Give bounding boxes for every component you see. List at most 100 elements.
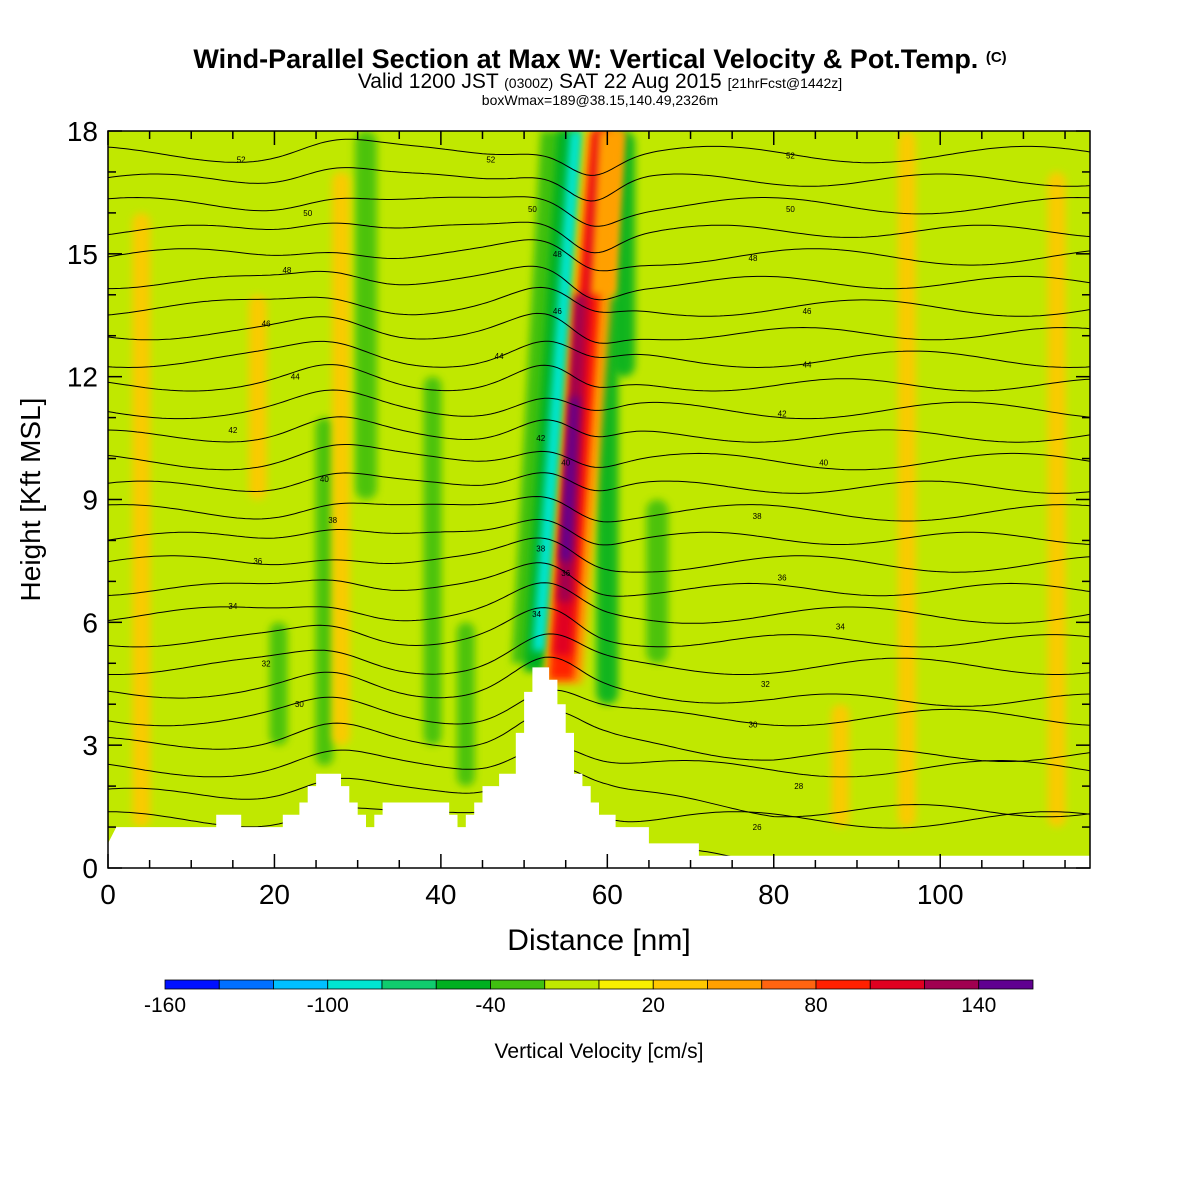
- colorbar-swatch-15: [978, 979, 1034, 990]
- colorbar-swatch-5: [435, 979, 491, 990]
- contour-label-2: 52: [786, 152, 795, 161]
- contour-label-7: 48: [553, 250, 562, 259]
- colorbar-tick-label: 140: [961, 994, 996, 1017]
- colorbar-swatch-11: [761, 979, 817, 990]
- x-tick-label: 60: [592, 879, 623, 910]
- contour-label-18: 40: [320, 475, 329, 484]
- colorbar-label: Vertical Velocity [cm/s]: [495, 1040, 704, 1063]
- colorbar-swatch-1: [218, 979, 274, 990]
- colorbar-swatch-12: [815, 979, 871, 990]
- valid-time-line: Valid 1200 JST (0300Z) SAT 22 Aug 2015 […: [357, 70, 843, 93]
- x-axis-label: Distance [nm]: [507, 924, 690, 957]
- theta-contour-32: [108, 656, 1090, 707]
- contour-label-8: 48: [749, 254, 758, 263]
- contour-label-12: 44: [291, 373, 300, 382]
- contour-label-23: 38: [753, 512, 762, 521]
- theta-contour-40-half: [108, 444, 1090, 471]
- velocity-streak-4: [456, 622, 475, 787]
- contour-label-15: 42: [228, 426, 237, 435]
- colorbar-tick-label: -160: [144, 994, 186, 1017]
- theta-contour-30-half: [108, 689, 1090, 727]
- contour-label-22: 38: [536, 545, 545, 554]
- theta-contour-46-half: [108, 286, 1090, 317]
- velocity-streak-8: [269, 622, 288, 746]
- contour-label-14: 44: [803, 360, 812, 369]
- theta-contour-52: [108, 167, 1090, 202]
- velocity-streak-13: [831, 704, 850, 828]
- contour-label-20: 40: [819, 459, 828, 468]
- contour-label-30: 32: [262, 659, 271, 668]
- theta-contour-34: [108, 607, 1090, 648]
- colorbar-tick-label: -40: [475, 994, 505, 1017]
- contour-label-26: 36: [778, 573, 787, 582]
- contour-label-16: 42: [536, 434, 545, 443]
- velocity-streak-3: [423, 376, 442, 746]
- velocity-streak-12: [1047, 171, 1066, 828]
- theta-contour-labels: 52 52 52 50 50 50 48 48 48 46 46 46 44 44 44 42 42 42 40 40…: [228, 152, 845, 832]
- terrain: [108, 667, 1090, 868]
- contour-label-24: 36: [253, 557, 262, 566]
- theta-contour-48-half: [108, 239, 1090, 272]
- contour-label-35: 26: [753, 823, 762, 832]
- contour-label-9: 46: [262, 319, 271, 328]
- y-tick-label: 15: [67, 239, 98, 270]
- theta-contour-44: [108, 364, 1090, 392]
- contour-label-1: 52: [486, 156, 495, 165]
- contour-label-21: 38: [328, 516, 337, 525]
- downdraft-band-2: [532, 131, 583, 651]
- velocity-streak-2: [332, 171, 351, 746]
- y-axis-label: Height [Kft MSL]: [15, 398, 46, 602]
- velocity-streak-10: [132, 212, 151, 828]
- contour-label-28: 34: [532, 610, 541, 619]
- contour-label-0: 52: [237, 156, 246, 165]
- colorbar: -160 -100 -40 20 80 140 Vertical Velocity [cm/…: [144, 979, 1034, 1063]
- velocity-streak-7: [646, 499, 669, 664]
- colorbar-swatch-8: [598, 979, 654, 990]
- theta-contour-42: [108, 416, 1090, 443]
- colorbar-tick-label: -100: [307, 994, 349, 1017]
- theta-contour-28: [108, 764, 1090, 818]
- contour-label-34: 28: [794, 782, 803, 791]
- colorbar-swatch-2: [273, 979, 329, 990]
- velocity-field: [132, 131, 1066, 828]
- box-wmax-subtitle: boxWmax=189@38.15,140.49,2326m: [481, 92, 719, 108]
- colorbar-swatch-3: [327, 979, 383, 990]
- contour-label-13: 44: [495, 352, 504, 361]
- contour-label-19: 40: [561, 459, 570, 468]
- y-tick-label: 9: [82, 485, 98, 516]
- theta-contour-40: [108, 472, 1090, 494]
- velocity-streak-1: [354, 131, 377, 500]
- theta-contour-36: [108, 562, 1090, 597]
- y-tick-label: 0: [82, 853, 98, 884]
- velocity-streak-11: [897, 131, 916, 828]
- x-tick-label: 20: [259, 879, 290, 910]
- theta-contour-36-half: [108, 537, 1090, 573]
- theta-contour-30: [108, 710, 1090, 762]
- theta-contour-48: [108, 265, 1090, 301]
- colorbar-tick-label: 20: [642, 994, 665, 1017]
- colorbar-swatch-14: [924, 979, 980, 990]
- theta-contour-44-half: [108, 340, 1090, 369]
- x-tick-label: 40: [425, 879, 456, 910]
- x-tick-label: 100: [917, 879, 964, 910]
- contour-label-31: 32: [761, 680, 770, 689]
- theta-contour-50-half: [108, 196, 1090, 227]
- colorbar-swatch-9: [652, 979, 708, 990]
- contour-label-32: 30: [295, 700, 304, 709]
- contour-label-25: 36: [561, 569, 570, 578]
- colorbar-tick-label: 80: [804, 994, 827, 1017]
- y-tick-label: 12: [67, 362, 98, 393]
- contour-label-6: 48: [282, 266, 291, 275]
- copyright-mark: (C): [985, 49, 1007, 66]
- theta-contour-32-half: [108, 633, 1090, 675]
- contour-label-5: 50: [786, 205, 795, 214]
- updraft-band-4: [559, 397, 580, 561]
- contour-label-29: 34: [836, 622, 845, 631]
- updraft-core: [511, 131, 624, 684]
- colorbar-swatch-10: [707, 979, 763, 990]
- colorbar-swatch-7: [544, 979, 600, 990]
- y-tick-label: 18: [67, 116, 98, 147]
- colorbar-swatch-13: [869, 979, 925, 990]
- contour-label-4: 50: [528, 205, 537, 214]
